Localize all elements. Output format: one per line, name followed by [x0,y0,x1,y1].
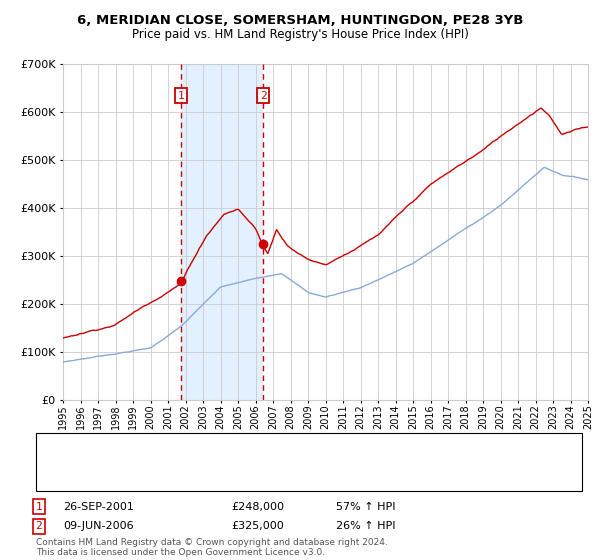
Text: 09-JUN-2006: 09-JUN-2006 [63,521,134,531]
Text: Contains HM Land Registry data © Crown copyright and database right 2024.
This d: Contains HM Land Registry data © Crown c… [36,538,388,557]
Text: 1: 1 [35,502,43,512]
Text: 2: 2 [260,91,266,101]
Text: ———: ——— [48,447,89,460]
Text: £248,000: £248,000 [231,502,284,512]
Text: 6, MERIDIAN CLOSE, SOMERSHAM, HUNTINGDON, PE28 3YB: 6, MERIDIAN CLOSE, SOMERSHAM, HUNTINGDON… [77,14,523,27]
Text: HPI: Average price, detached house, Huntingdonshire: HPI: Average price, detached house, Hunt… [90,465,370,475]
Text: ———: ——— [48,464,89,477]
Text: 26-SEP-2001: 26-SEP-2001 [63,502,134,512]
Text: 2: 2 [35,521,43,531]
Text: 26% ↑ HPI: 26% ↑ HPI [336,521,395,531]
Text: Price paid vs. HM Land Registry's House Price Index (HPI): Price paid vs. HM Land Registry's House … [131,28,469,41]
Text: £325,000: £325,000 [231,521,284,531]
Text: 57% ↑ HPI: 57% ↑ HPI [336,502,395,512]
Bar [181,64,263,400]
Text: 6, MERIDIAN CLOSE, SOMERSHAM, HUNTINGDON, PE28 3YB (detached house): 6, MERIDIAN CLOSE, SOMERSHAM, HUNTINGDON… [90,449,496,459]
Text: 1: 1 [178,91,185,101]
